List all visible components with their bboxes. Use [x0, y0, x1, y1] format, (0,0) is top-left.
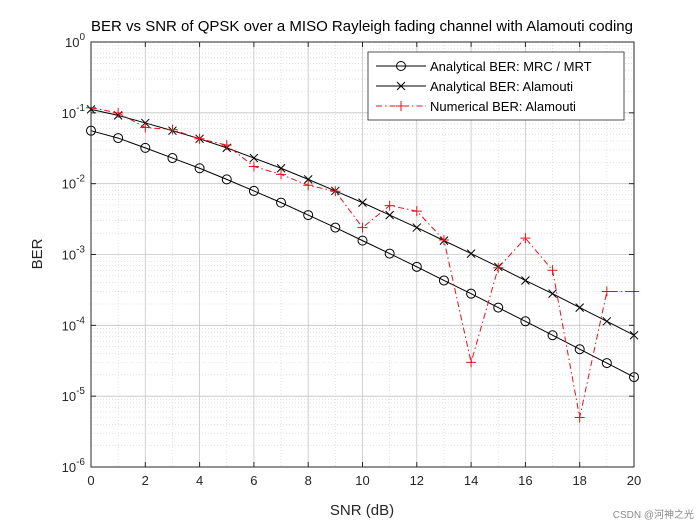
data-point-x: [602, 316, 612, 326]
y-tick-label: 100: [65, 32, 85, 50]
data-point-circle: [194, 163, 205, 174]
data-point-plus: [493, 262, 504, 273]
x-tick-label: 16: [518, 473, 532, 488]
data-point-circle: [438, 275, 449, 286]
x-axis-label: SNR (dB): [330, 502, 394, 519]
legend-label: Analytical BER: Alamouti: [430, 79, 573, 94]
x-tick-label: 20: [627, 473, 641, 488]
data-point-circle: [601, 358, 612, 369]
data-point-plus: [520, 233, 531, 244]
data-point-plus: [221, 140, 232, 151]
data-point-x: [385, 210, 395, 220]
data-point-x: [575, 303, 585, 312]
series-line: [90, 130, 635, 378]
data-point-circle: [384, 248, 395, 259]
data-point-plus: [194, 133, 205, 144]
data-point-circle: [520, 316, 531, 327]
data-point-circle: [113, 133, 124, 144]
x-tick-label: 8: [305, 473, 312, 488]
data-point-circle: [574, 344, 585, 355]
data-point-plus: [113, 107, 124, 118]
grid: [90, 41, 635, 468]
data-point-circle: [276, 197, 287, 208]
data-point-circle: [330, 222, 341, 233]
data-point-x: [358, 198, 367, 207]
data-point-plus: [330, 186, 341, 197]
data-point-x: [412, 223, 422, 232]
series-group: [86, 102, 639, 423]
legend-label: Analytical BER: MRC / MRT: [430, 59, 592, 74]
y-tick-label: 10-6: [62, 457, 86, 475]
data-point-plus: [303, 180, 314, 191]
data-point-circle: [140, 142, 151, 153]
legend-entry: Analytical BER: Alamouti: [376, 79, 573, 94]
data-point-circle: [466, 288, 477, 299]
data-point-x: [276, 163, 286, 173]
data-point-plus: [384, 200, 395, 211]
data-point-circle: [303, 210, 314, 221]
y-tick-label: 10-4: [62, 315, 86, 333]
x-tick-label: 6: [250, 473, 257, 488]
data-point-plus: [601, 286, 612, 297]
data-point-circle: [357, 235, 368, 246]
data-point-circle: [396, 61, 406, 71]
x-tick-label: 14: [464, 473, 478, 488]
data-point-circle: [167, 153, 178, 164]
data-point-circle: [221, 174, 232, 185]
data-point-x: [466, 249, 476, 258]
data-point-plus: [396, 101, 406, 111]
y-tick-label: 10-3: [62, 245, 86, 263]
x-tick-label: 12: [410, 473, 424, 488]
chart-title: BER vs SNR of QPSK over a MISO Rayleigh …: [91, 18, 633, 35]
legend-entry: Numerical BER: Alamouti: [376, 99, 576, 114]
data-point-plus: [466, 357, 477, 368]
data-point-circle: [248, 185, 259, 196]
y-axis-label: BER: [29, 238, 46, 269]
data-point-plus: [140, 122, 151, 133]
y-tick-label: 10-5: [62, 386, 86, 404]
x-tick-label: 18: [572, 473, 586, 488]
x-tick-label: 4: [196, 473, 203, 488]
legend-label: Numerical BER: Alamouti: [430, 99, 576, 114]
legend-entry: Analytical BER: MRC / MRT: [376, 59, 592, 74]
data-point-x: [303, 175, 313, 184]
data-point-plus: [248, 161, 259, 172]
data-point-circle: [493, 302, 504, 313]
data-point-plus: [411, 206, 422, 217]
data-point-plus: [357, 222, 368, 233]
ticks: 0 2 4 6 8 10 12 14 16 18 20 100 10-1 10-2 10-3 10-4 10-5…: [62, 32, 642, 488]
x-tick-label: 2: [142, 473, 149, 488]
y-tick-label: 10-2: [62, 174, 86, 192]
data-point-circle: [411, 261, 422, 272]
series-1: [86, 125, 639, 383]
data-point-plus: [276, 169, 287, 180]
data-point-circle: [547, 330, 558, 341]
data-point-plus: [167, 124, 178, 135]
series-3: [86, 102, 639, 423]
data-point-plus: [438, 235, 449, 246]
data-point-x: [249, 153, 259, 163]
data-point-x: [548, 289, 557, 299]
x-tick-label: 10: [355, 473, 369, 488]
data-point-x: [396, 81, 406, 91]
data-point-plus: [547, 265, 558, 276]
data-point-x: [521, 276, 530, 285]
data-point-plus: [574, 412, 585, 423]
watermark: CSDN @河神之光: [612, 510, 694, 521]
x-tick-label: 0: [87, 473, 94, 488]
y-tick-label: 10-1: [62, 103, 86, 121]
legend: Analytical BER: MRC / MRT Analytical BER:…: [367, 51, 625, 121]
